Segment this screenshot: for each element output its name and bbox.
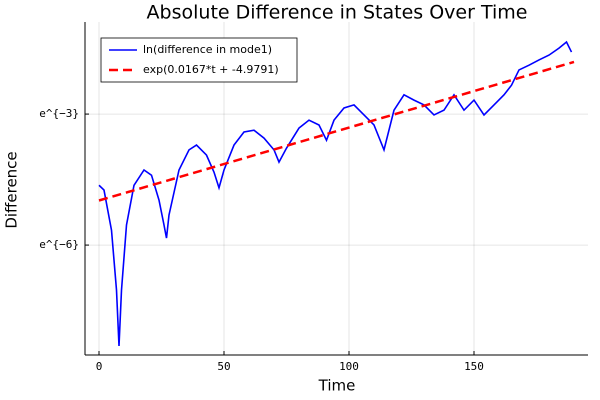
y-tick-label: e^{−6} [39,238,79,251]
y-tick-label: e^{−3} [39,107,79,120]
legend-box [100,37,298,83]
y-axis-label: Difference [3,151,21,228]
legend: ln(difference in mode1) exp(0.0167*t + -4… [100,37,298,83]
legend-label: ln(difference in mode1) [143,43,272,56]
x-tick-label: 150 [464,360,484,373]
chart-title: Absolute Difference in States Over Time [147,2,528,24]
legend-label: exp(0.0167*t + -4.9791) [143,63,279,76]
x-tick-label: 0 [96,360,103,373]
x-tick-label: 100 [339,360,359,373]
plot-area [98,40,575,346]
data-line [98,60,575,202]
data-line [98,40,573,346]
x-tick-label: 50 [217,360,230,373]
x-axis-label: Time [318,377,356,395]
